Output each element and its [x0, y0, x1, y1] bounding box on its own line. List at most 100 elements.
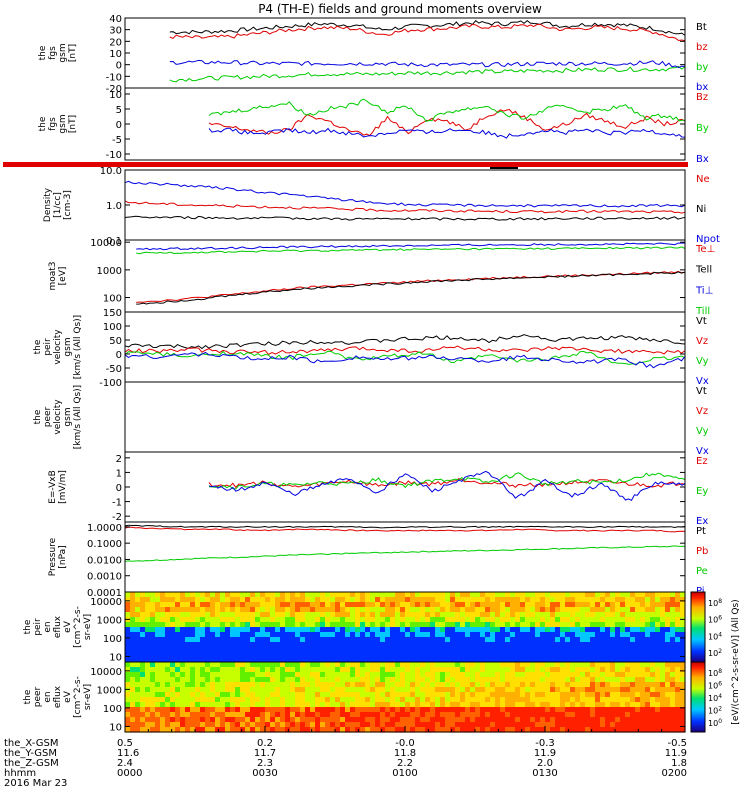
- heatmap-cell: [140, 597, 146, 603]
- heatmap-cell: [330, 592, 336, 598]
- heatmap-cell: [315, 717, 321, 723]
- heatmap-cell: [590, 662, 596, 668]
- heatmap-cell: [640, 637, 646, 643]
- heatmap-cell: [165, 637, 171, 643]
- heatmap-cell: [550, 692, 556, 698]
- heatmap-cell: [165, 677, 171, 683]
- heatmap-cell: [645, 622, 651, 628]
- heatmap-cell: [550, 687, 556, 693]
- heatmap-cell: [525, 592, 531, 598]
- heatmap-cell: [635, 627, 641, 633]
- heatmap-cell: [590, 692, 596, 698]
- heatmap-cell: [150, 677, 156, 683]
- heatmap-cell: [665, 607, 671, 613]
- heatmap-cell: [500, 692, 506, 698]
- heatmap-cell: [305, 722, 311, 728]
- heatmap-cell: [385, 627, 391, 633]
- heatmap-cell: [265, 682, 271, 688]
- heatmap-cell: [330, 612, 336, 618]
- heatmap-cell: [480, 672, 486, 678]
- heatmap-cell: [225, 662, 231, 668]
- heatmap-cell: [535, 637, 541, 643]
- legend-bz: bz: [696, 42, 708, 53]
- heatmap-cell: [490, 682, 496, 688]
- heatmap-cell: [305, 677, 311, 683]
- heatmap-cell: [370, 712, 376, 718]
- heatmap-cell: [220, 657, 226, 663]
- heatmap-cell: [340, 617, 346, 623]
- heatmap-cell: [520, 592, 526, 598]
- heatmap-cell: [225, 652, 231, 658]
- heatmap-cell: [355, 627, 361, 633]
- heatmap-cell: [190, 707, 196, 713]
- heatmap-cell: [310, 647, 316, 653]
- heatmap-cell: [595, 612, 601, 618]
- heatmap-cell: [595, 627, 601, 633]
- heatmap-cell: [550, 642, 556, 648]
- heatmap-cell: [530, 632, 536, 638]
- heatmap-cell: [215, 652, 221, 658]
- heatmap-cell: [355, 722, 361, 728]
- heatmap-cell: [215, 712, 221, 718]
- heatmap-cell: [505, 727, 511, 733]
- heatmap-cell: [295, 707, 301, 713]
- y-tick-label: -10: [106, 150, 122, 161]
- heatmap-cell: [670, 712, 676, 718]
- heatmap-cell: [395, 602, 401, 608]
- heatmap-cell: [455, 607, 461, 613]
- heatmap-cell: [625, 722, 631, 728]
- heatmap-cell: [300, 727, 306, 733]
- heatmap-cell: [150, 652, 156, 658]
- y-axis-label: thepeirenefluxeV[cm^2-s-sr-eV]: [23, 606, 93, 648]
- heatmap-cell: [305, 617, 311, 623]
- heatmap-cell: [210, 622, 216, 628]
- heatmap-cell: [585, 692, 591, 698]
- heatmap-cell: [630, 637, 636, 643]
- heatmap-cell: [190, 657, 196, 663]
- heatmap-cell: [675, 632, 681, 638]
- heatmap-cell: [530, 687, 536, 693]
- heatmap-cell: [500, 727, 506, 733]
- heatmap-cell: [600, 692, 606, 698]
- heatmap-cell: [520, 727, 526, 733]
- heatmap-cell: [680, 627, 686, 633]
- heatmap-cell: [630, 667, 636, 673]
- heatmap-cell: [200, 602, 206, 608]
- heatmap-cell: [230, 672, 236, 678]
- heatmap-cell: [280, 637, 286, 643]
- y-tick-label: 10: [109, 49, 122, 60]
- heatmap-cell: [580, 677, 586, 683]
- heatmap-cell: [175, 712, 181, 718]
- heatmap-cell: [670, 672, 676, 678]
- heatmap-cell: [445, 662, 451, 668]
- heatmap-cell: [230, 617, 236, 623]
- heatmap-cell: [435, 662, 441, 668]
- heatmap-cell: [190, 722, 196, 728]
- heatmap-cell: [260, 727, 266, 733]
- heatmap-cell: [405, 697, 411, 703]
- heatmap-cell: [535, 702, 541, 708]
- heatmap-cell: [590, 627, 596, 633]
- heatmap-cell: [500, 662, 506, 668]
- heatmap-cell: [550, 647, 556, 653]
- heatmap-cell: [250, 627, 256, 633]
- heatmap-cell: [585, 717, 591, 723]
- heatmap-cell: [410, 667, 416, 673]
- heatmap-cell: [400, 597, 406, 603]
- heatmap-cell: [485, 727, 491, 733]
- heatmap-cell: [650, 647, 656, 653]
- heatmap-cell: [235, 637, 241, 643]
- heatmap-cell: [515, 687, 521, 693]
- heatmap-cell: [250, 632, 256, 638]
- heatmap-cell: [575, 682, 581, 688]
- heatmap-cell: [415, 602, 421, 608]
- heatmap-cell: [615, 702, 621, 708]
- heatmap-cell: [555, 682, 561, 688]
- heatmap-cell: [365, 607, 371, 613]
- heatmap-cell: [520, 652, 526, 658]
- heatmap-cell: [665, 632, 671, 638]
- heatmap-cell: [400, 607, 406, 613]
- heatmap-cell: [500, 647, 506, 653]
- heatmap-cell: [235, 687, 241, 693]
